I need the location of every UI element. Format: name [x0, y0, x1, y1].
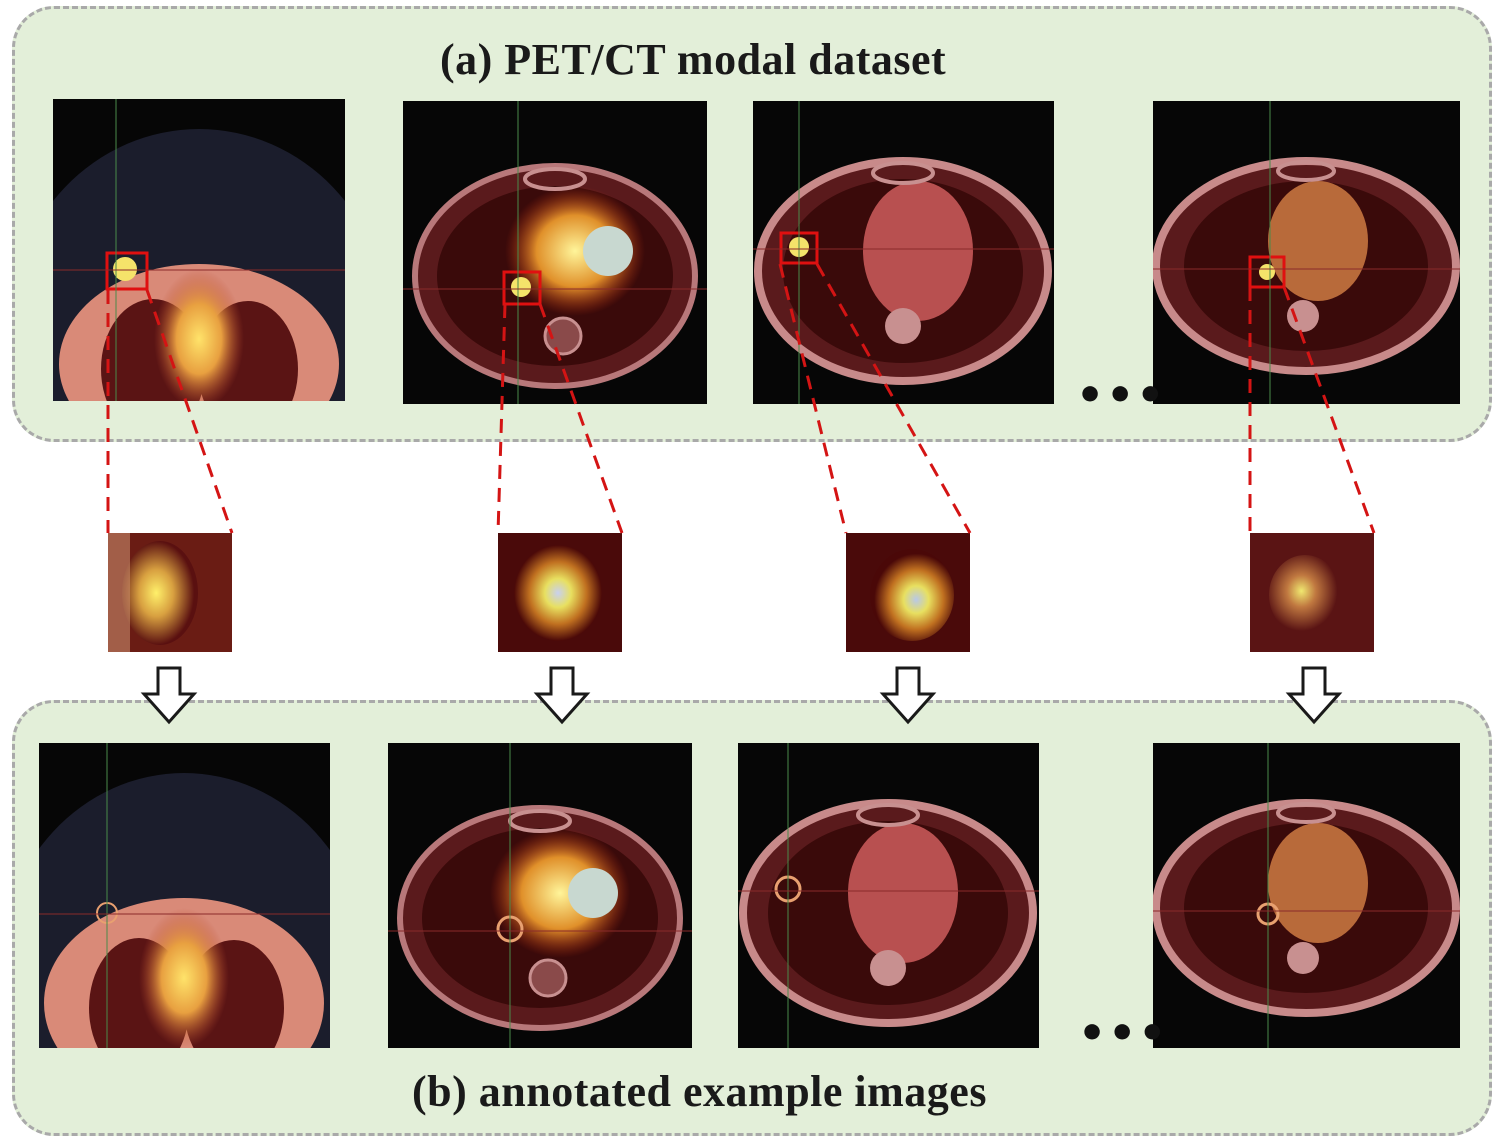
lesion-crop-1 [108, 533, 232, 652]
pet-ct-scan-3 [753, 101, 1054, 404]
pet-ct-scan-1 [53, 99, 345, 401]
pet-ct-scan-2 [403, 101, 707, 404]
annotated-panel-title: (b) annotated example images [412, 1067, 987, 1116]
lesion-crop-3 [846, 533, 970, 652]
annotated-scan-2 [388, 743, 692, 1048]
annotated-scan-1 [39, 743, 330, 1048]
annotated-scan-4 [1153, 743, 1460, 1048]
annotated-scan-3 [738, 743, 1039, 1048]
lesion-crop-4 [1250, 533, 1374, 652]
lesion-crop-2 [498, 533, 622, 652]
pet-ct-scan-4 [1153, 101, 1460, 404]
more-annotated-ellipsis: ••• [1078, 1008, 1169, 1059]
more-images-ellipsis: ••• [1076, 370, 1167, 421]
dataset-panel-title: (a) PET/CT modal dataset [440, 35, 947, 84]
